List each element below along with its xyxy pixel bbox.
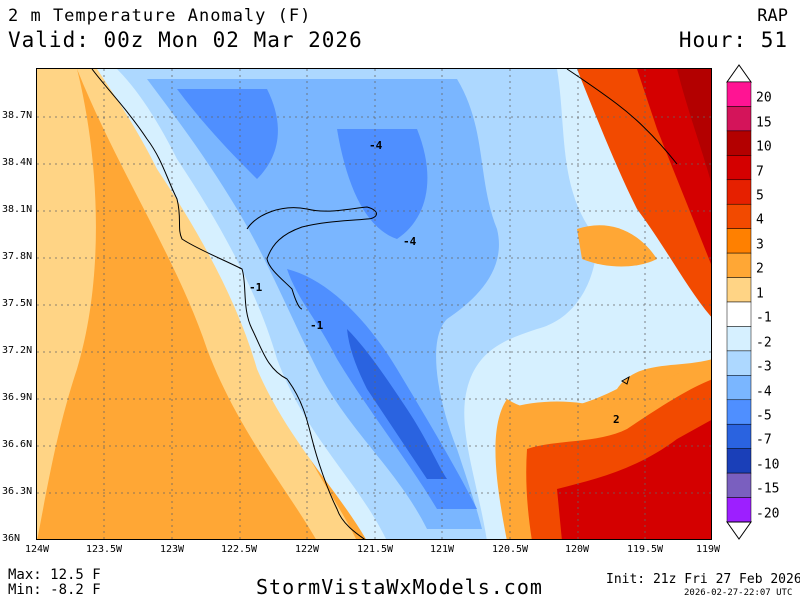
colorbar-swatch [726, 375, 752, 401]
lat-label: 38.1N [2, 204, 33, 215]
colorbar [724, 62, 800, 542]
colorbar-label: -4 [756, 384, 772, 400]
cold-core-center [337, 129, 428, 239]
cold-core-north [177, 89, 278, 179]
lat-label: 37.8N [2, 251, 33, 262]
colorbar-label: 10 [756, 139, 772, 155]
colorbar-label: 2 [756, 261, 764, 277]
colorbar-label: -7 [756, 432, 772, 448]
colorbar-swatch [726, 399, 752, 425]
colorbar-label: -3 [756, 359, 772, 375]
colorbar-label: -1 [756, 310, 772, 326]
colorbar-swatch [726, 252, 752, 278]
lat-lon-grid [37, 69, 711, 539]
map-title: 2 m Temperature Anomaly (F) [8, 6, 312, 26]
lon-label: 122.5W [220, 544, 258, 555]
colorbar-label: 5 [756, 188, 764, 204]
contour-label: -4 [369, 139, 383, 152]
colorbar-swatch [726, 326, 752, 352]
colorbar-label: 4 [756, 212, 764, 228]
colorbar-label: -2 [756, 335, 772, 351]
colorbar-max-arrow [726, 64, 752, 83]
colorbar-swatch [726, 130, 752, 156]
contour-label: -1 [249, 281, 263, 294]
colorbar-label: 15 [756, 115, 772, 131]
lon-label: 119W [695, 544, 721, 555]
colorbar-label: -20 [756, 506, 780, 522]
colorbar-swatch [726, 155, 752, 181]
colorbar-label: 20 [756, 90, 772, 106]
lon-label: 121.5W [356, 544, 394, 555]
lon-label: 121W [429, 544, 455, 555]
contour-label: -1 [310, 319, 324, 332]
colorbar-label: -5 [756, 408, 772, 424]
coastline [91, 69, 678, 539]
colorbar-swatch [726, 423, 752, 449]
lon-label: 122W [294, 544, 320, 555]
extreme-hot-region-ne [677, 69, 711, 182]
colorbar-label: 1 [756, 286, 764, 302]
lat-label: 38.7N [2, 110, 33, 121]
lat-label: 37.5N [2, 298, 33, 309]
light-warm-region [37, 69, 96, 539]
colorbar-swatch [726, 277, 752, 303]
colorbar-swatch [726, 106, 752, 132]
valid-time: Valid: 00z Mon 02 Mar 2026 [8, 28, 363, 52]
lon-label: 123W [159, 544, 185, 555]
lon-label: 119.5W [626, 544, 664, 555]
lon-label: 123.5W [85, 544, 123, 555]
colorbar-label: -10 [756, 457, 780, 473]
website-link[interactable]: StormVistaWxModels.com [256, 575, 543, 599]
colorbar-swatch [726, 350, 752, 376]
colorbar-min-arrow [726, 521, 752, 540]
coldest-core [347, 329, 447, 479]
lat-label: 38.4N [2, 157, 33, 168]
contour-label: 2 [613, 413, 620, 426]
lat-label: 36.6N [2, 439, 33, 450]
colorbar-swatches [726, 64, 752, 540]
colorbar-swatch [726, 203, 752, 229]
init-time: Init: 21z Fri 27 Feb 2026 [606, 572, 800, 587]
colorbar-swatch [726, 497, 752, 523]
colorbar-swatch [726, 228, 752, 254]
colorbar-label: 7 [756, 164, 764, 180]
temperature-anomaly-map: -4 -4 -1 -1 2 [36, 68, 712, 540]
lat-label: 36.3N [2, 486, 33, 497]
colorbar-label: 3 [756, 237, 764, 253]
lat-label: 36N [2, 533, 21, 544]
contour-label: -4 [403, 235, 417, 248]
colorbar-swatch [726, 179, 752, 205]
model-name: RAP [757, 6, 788, 26]
colorbar-label: -15 [756, 481, 780, 497]
warm-pocket [577, 225, 657, 267]
forecast-hour: Hour: 51 [678, 28, 788, 52]
colorbar-swatch [726, 301, 752, 327]
max-value: Max: 12.5 F [8, 567, 101, 583]
lon-label: 120.5W [491, 544, 529, 555]
lat-label: 36.9N [2, 392, 33, 403]
lon-label: 124W [24, 544, 50, 555]
lat-label: 37.2N [2, 345, 33, 356]
lon-label: 120W [564, 544, 590, 555]
min-value: Min: -8.2 F [8, 582, 101, 598]
colorbar-swatch [726, 448, 752, 474]
map-field: -4 -4 -1 -1 2 [37, 69, 711, 539]
very-hot-region-se [557, 420, 711, 539]
colorbar-swatch [726, 81, 752, 107]
colorbar-swatch [726, 472, 752, 498]
generation-timestamp: 2026-02-27-22:07 UTC [684, 588, 793, 598]
